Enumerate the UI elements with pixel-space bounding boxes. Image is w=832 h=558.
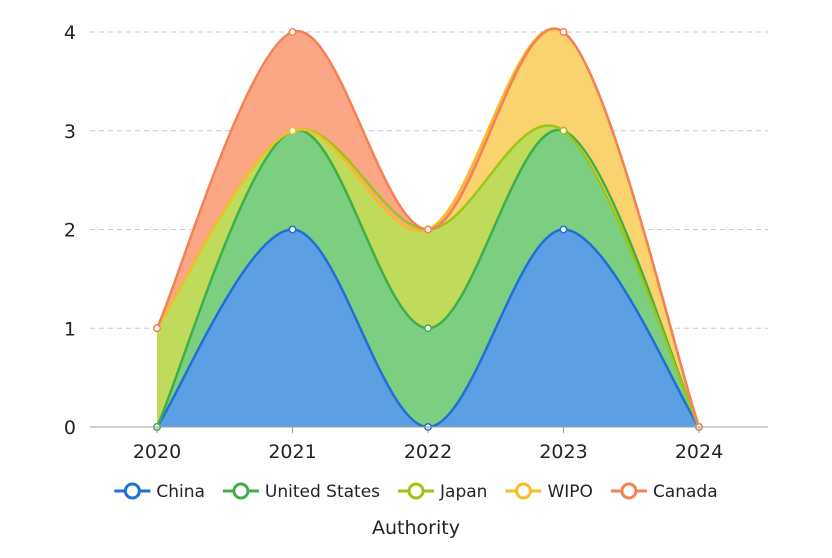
legend-item-wipo[interactable]: WIPO (505, 482, 592, 502)
point-japan-2023[interactable] (560, 128, 566, 134)
x-tick-label-3: 2023 (539, 441, 587, 463)
x-tick-label-1: 2021 (268, 441, 316, 463)
point-canada-2022[interactable] (425, 226, 431, 232)
point-canada-2023[interactable] (560, 29, 566, 35)
legend-item-united-states[interactable]: United States (223, 482, 380, 502)
x-tick-label-0: 2020 (133, 441, 181, 463)
legend-label-canada: Canada (653, 482, 718, 502)
legend-item-canada[interactable]: Canada (611, 482, 718, 502)
point-canada-2021[interactable] (289, 29, 295, 35)
point-china-2021[interactable] (289, 226, 295, 232)
x-tick-label-2: 2022 (404, 441, 452, 463)
y-tick-label-2: 2 (64, 220, 76, 242)
y-tick-label-3: 3 (64, 121, 76, 143)
stacked-area-chart: 2020 2021 2022 2023 2024 0 1 2 3 4 China United S… (0, 0, 832, 558)
legend-label-china: China (156, 482, 205, 502)
y-axis: 0 1 2 3 4 (64, 22, 76, 439)
x-axis: 2020 2021 2022 2023 2024 (90, 427, 768, 463)
legend: China United States Japan WIPO Canada (114, 482, 717, 502)
legend-swatch-marker-wipo (516, 484, 530, 498)
legend-label-wipo: WIPO (547, 482, 592, 502)
point-wipo-2021[interactable] (289, 128, 295, 134)
x-axis-title: Authority (372, 517, 460, 539)
legend-swatch-marker-canada (622, 484, 636, 498)
legend-label-united-states: United States (265, 482, 380, 502)
legend-label-japan: Japan (439, 482, 487, 502)
legend-swatch-marker-japan (409, 484, 423, 498)
point-united-states-2022[interactable] (425, 325, 431, 331)
legend-item-china[interactable]: China (114, 482, 205, 502)
y-tick-label-0: 0 (64, 417, 76, 439)
x-tick-label-4: 2024 (675, 441, 723, 463)
y-tick-label-4: 4 (64, 22, 76, 44)
point-canada-2020[interactable] (154, 325, 160, 331)
legend-swatch-marker-united-states (234, 484, 248, 498)
point-china-2023[interactable] (560, 226, 566, 232)
legend-item-japan[interactable]: Japan (398, 482, 487, 502)
y-tick-label-1: 1 (64, 318, 76, 340)
legend-swatch-marker-china (125, 484, 139, 498)
